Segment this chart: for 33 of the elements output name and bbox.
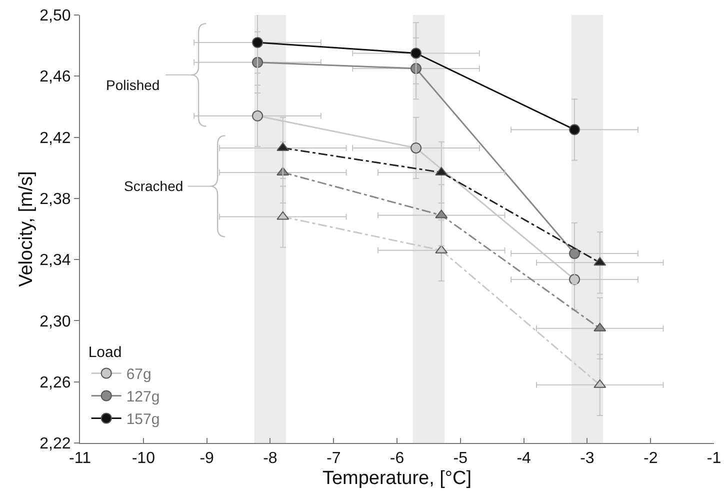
x-tick-label: -11 <box>69 450 92 468</box>
point <box>569 248 580 259</box>
x-tick-label: -2 <box>643 450 658 468</box>
y-axis-title: Velocity, [m/s] <box>16 171 37 287</box>
y-tick-label: 2,50 <box>40 8 71 25</box>
y-tick-label: 2,42 <box>40 130 71 147</box>
x-tick-label: -6 <box>390 450 404 468</box>
legend-label: 67g <box>126 366 152 384</box>
y-tick-label: 2,22 <box>40 436 71 453</box>
legend-title: Load <box>88 344 122 361</box>
point <box>252 37 264 48</box>
x-axis-title: Temperature, [°C] <box>322 468 472 489</box>
legend-label: 127g <box>126 388 160 406</box>
x-tick-label: -10 <box>132 450 156 468</box>
x-tick-label: -7 <box>326 450 341 468</box>
annotation: Polished <box>106 77 160 93</box>
y-tick-label: 2,30 <box>40 313 71 330</box>
x-tick-label: -3 <box>580 450 594 468</box>
x-tick-label: -1 <box>706 450 722 468</box>
annotation: Scrached <box>124 178 184 194</box>
x-tick-label: -4 <box>516 450 532 468</box>
point <box>252 110 264 122</box>
y-tick-label: 2,34 <box>40 252 71 270</box>
point <box>569 124 580 136</box>
x-tick-label: -5 <box>453 450 468 468</box>
y-tick-label: 2,38 <box>40 191 71 208</box>
x-tick-label: -9 <box>200 450 214 468</box>
y-tick-label: 2,26 <box>40 374 71 392</box>
point <box>410 142 422 154</box>
legend-label: 157g <box>126 411 160 428</box>
x-tick-label: -8 <box>263 450 278 468</box>
y-tick-label: 2,46 <box>40 68 71 86</box>
point <box>410 48 422 59</box>
